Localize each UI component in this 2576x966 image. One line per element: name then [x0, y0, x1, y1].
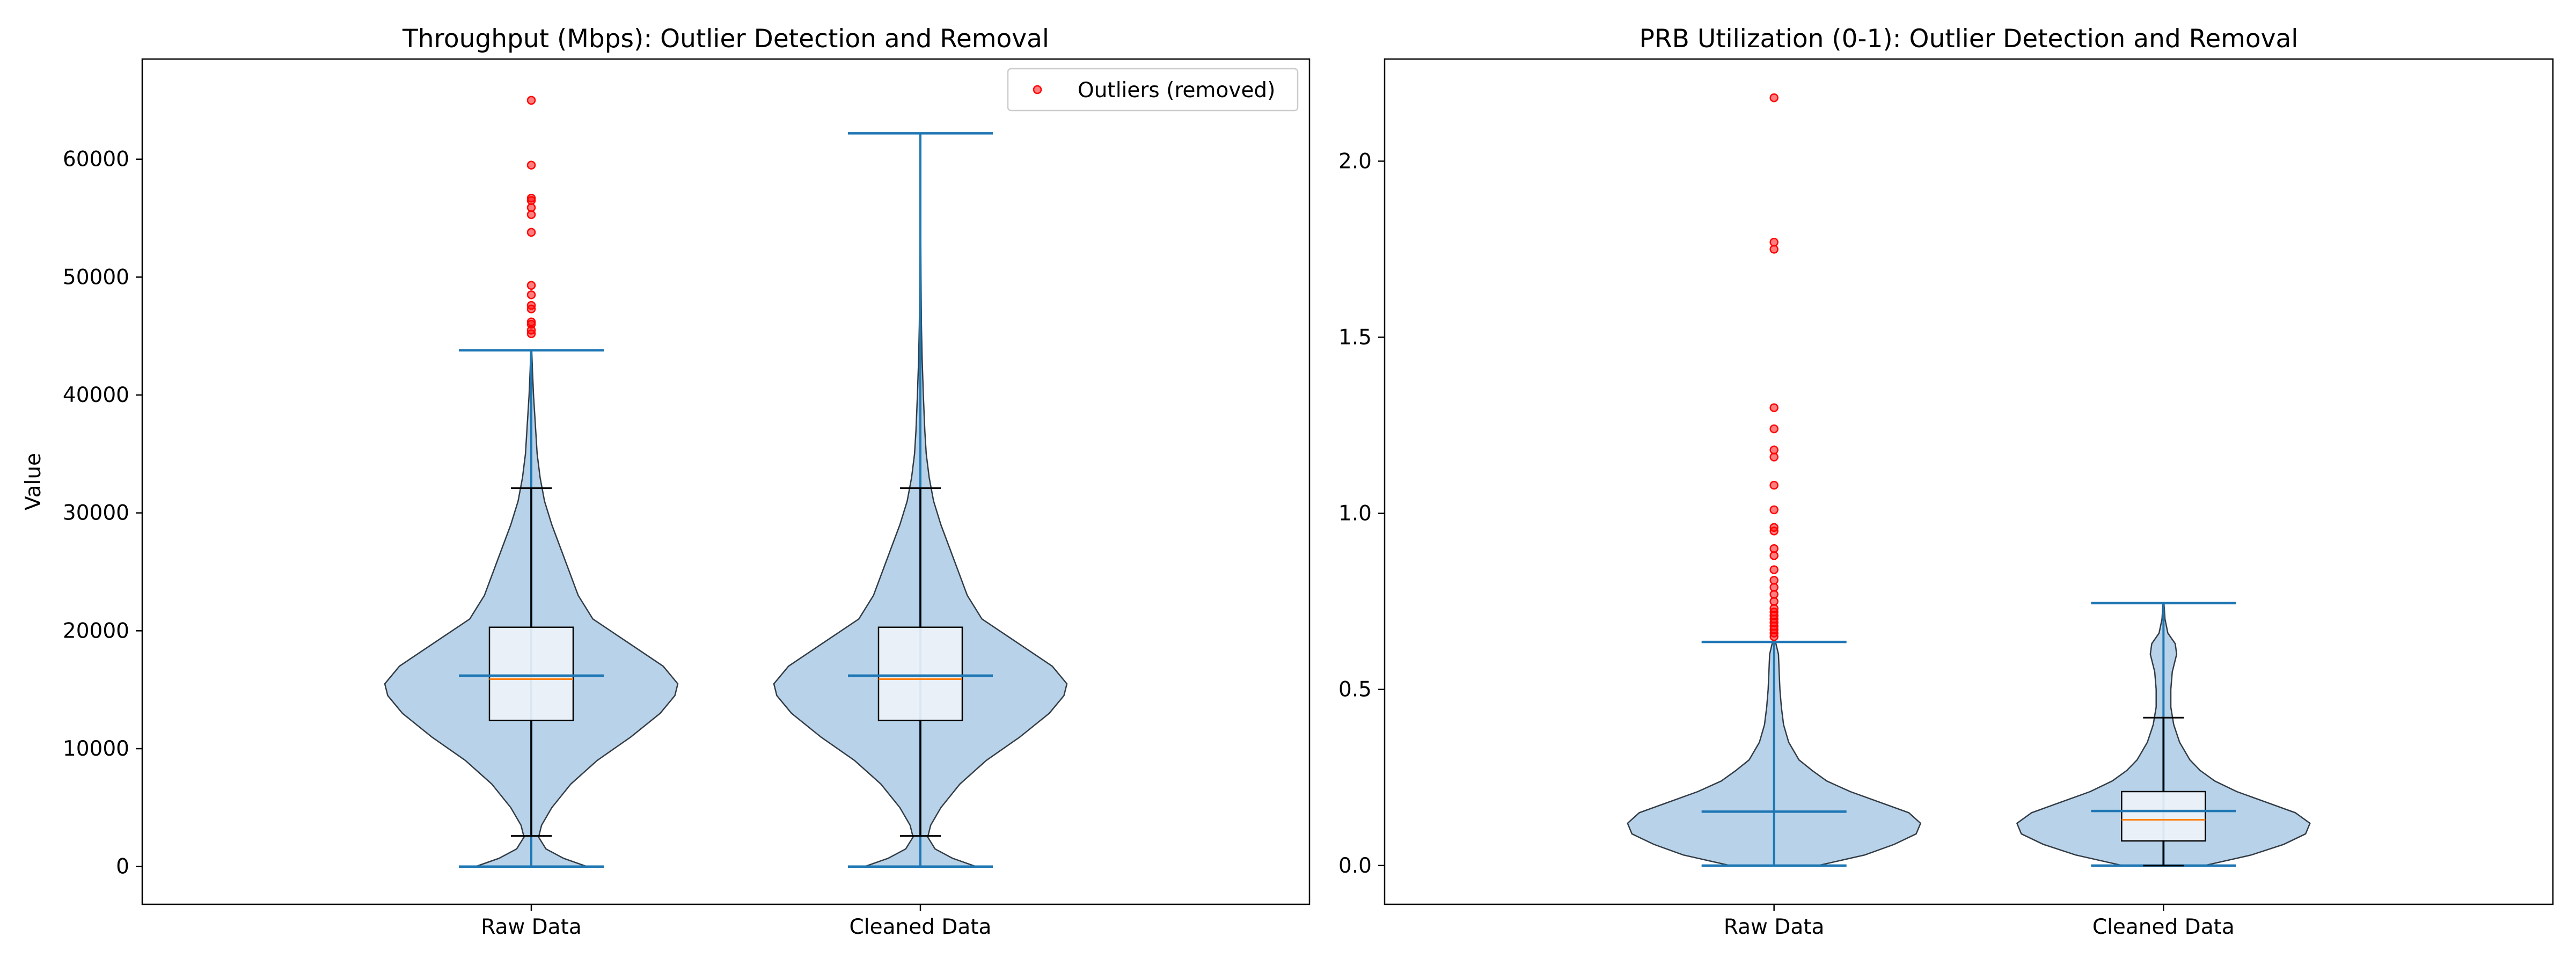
- series-cleaned-data: [773, 132, 1068, 868]
- y-tick-label: 40000: [63, 383, 129, 407]
- series-cleaned-data: [2016, 602, 2311, 867]
- y-tick-label: 50000: [63, 265, 129, 289]
- chart-panel-1: Throughput (Mbps): Outlier Detection and…: [21, 24, 1311, 939]
- y-tick-label: 1.5: [1338, 325, 1372, 349]
- chart-title: PRB Utilization (0-1): Outlier Detection…: [1640, 24, 2299, 54]
- x-tick-label: Cleaned Data: [2092, 915, 2235, 939]
- outlier-point: [1769, 551, 1779, 560]
- y-tick-label: 2.0: [1338, 149, 1372, 173]
- outlier-point: [526, 96, 536, 105]
- axes-frame: [1384, 58, 2554, 905]
- outlier-point: [1769, 565, 1779, 574]
- y-tick-label: 1.0: [1338, 502, 1372, 526]
- y-tick-label: 60000: [63, 148, 129, 172]
- outlier-point: [526, 203, 536, 213]
- y-axis-label: Value: [21, 453, 46, 510]
- x-tick-label: Cleaned Data: [850, 915, 992, 939]
- legend-marker-outliers: [1033, 85, 1042, 94]
- chart-panel-2: PRB Utilization (0-1): Outlier Detection…: [1338, 24, 2554, 939]
- outlier-point: [1769, 245, 1779, 254]
- outlier-point: [1769, 403, 1779, 412]
- outlier-point: [1769, 632, 1779, 641]
- legend-frame: [1007, 68, 1299, 112]
- chart-title: Throughput (Mbps): Outlier Detection and…: [402, 24, 1049, 54]
- y-tick-label: 0.5: [1338, 678, 1372, 702]
- y-tick-label: 20000: [63, 619, 129, 643]
- y-tick-label: 0.0: [1338, 854, 1372, 878]
- y-tick-label: 30000: [63, 501, 129, 525]
- y-tick-label: 10000: [63, 737, 129, 761]
- axes-frame: [141, 58, 1311, 905]
- outlier-point: [526, 329, 536, 339]
- outlier-point: [526, 228, 536, 237]
- outlier-point: [526, 281, 536, 290]
- y-tick-label: 0: [116, 855, 129, 879]
- outlier-point: [1769, 93, 1779, 103]
- outlier-point: [526, 304, 536, 313]
- box-iqr: [877, 626, 963, 721]
- box-iqr: [2121, 791, 2206, 842]
- outlier-point: [1769, 480, 1779, 490]
- outlier-point: [1769, 452, 1779, 462]
- outlier-point: [1769, 505, 1779, 515]
- series-raw-data: [1627, 93, 1922, 867]
- outlier-point: [1769, 424, 1779, 434]
- outlier-point: [526, 160, 536, 170]
- outlier-point: [526, 196, 536, 205]
- legend: Outliers (removed): [1007, 68, 1299, 112]
- series-raw-data: [384, 96, 679, 868]
- outlier-point: [526, 290, 536, 299]
- outlier-point: [526, 210, 536, 219]
- x-tick-label: Raw Data: [481, 915, 582, 939]
- x-tick-label: Raw Data: [1724, 915, 1825, 939]
- box-iqr: [488, 626, 574, 721]
- legend-label-outliers: Outliers (removed): [1078, 78, 1275, 103]
- outlier-point: [1769, 526, 1779, 536]
